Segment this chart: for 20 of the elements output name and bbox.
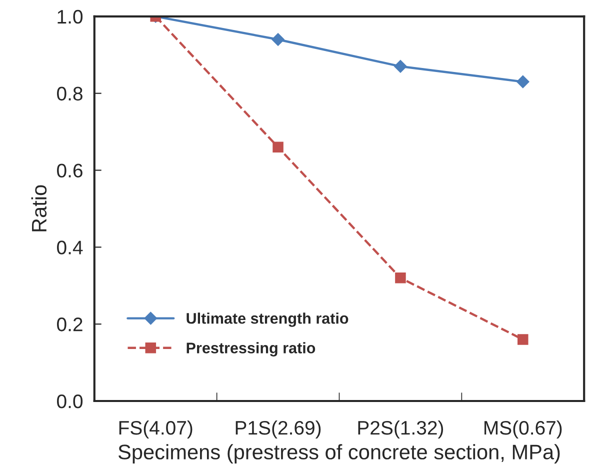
- y-tick-label: 0.8: [57, 86, 82, 101]
- point: [518, 334, 528, 345]
- legend-label: Prestressing ratio: [186, 342, 316, 356]
- y-tick-label: 0.0: [57, 394, 83, 408]
- point: [516, 75, 530, 88]
- y-tick-label: 1.0: [58, 10, 83, 24]
- x-tick-label: FS(4.07): [119, 420, 192, 439]
- y-tick-label: 0.2: [57, 318, 82, 332]
- legend-label: Ultimate strength ratio: [186, 312, 348, 327]
- point: [394, 60, 407, 73]
- x-tick-label: P2S(1.32): [358, 420, 444, 439]
- point: [395, 272, 406, 284]
- y-tick-label: 0.4: [57, 240, 83, 254]
- x-axis-title: Specimens (prestress of concrete section, MPa): [118, 444, 560, 464]
- x-tick-label: P1S(2.69): [236, 420, 321, 439]
- point: [272, 142, 284, 153]
- y-tick-label: 0.6: [57, 164, 82, 178]
- point: [272, 33, 284, 46]
- y-axis-title: Ratio: [31, 185, 47, 232]
- x-tick-label: MS(0.67): [484, 420, 562, 439]
